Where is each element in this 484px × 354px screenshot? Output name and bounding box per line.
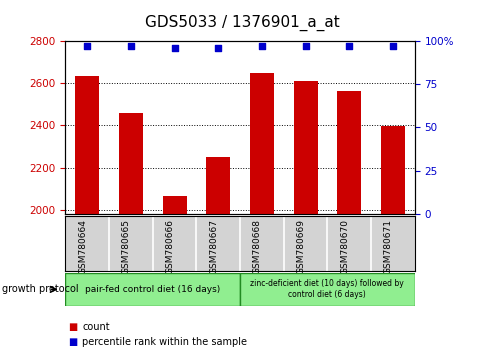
Point: [170, 45, 178, 51]
Bar: [75, 76, 99, 354]
Point: [257, 43, 265, 49]
Text: growth protocol: growth protocol: [2, 284, 79, 295]
Text: zinc-deficient diet (10 days) followed by
control diet (6 days): zinc-deficient diet (10 days) followed b…: [250, 279, 404, 299]
Text: GSM780666: GSM780666: [165, 219, 174, 274]
Text: GSM780671: GSM780671: [383, 219, 392, 274]
Point: [345, 43, 352, 49]
Point: [301, 43, 309, 49]
Text: GSM780664: GSM780664: [78, 219, 87, 274]
Text: GSM780669: GSM780669: [296, 219, 305, 274]
Text: percentile rank within the sample: percentile rank within the sample: [82, 337, 247, 347]
Text: GSM780670: GSM780670: [339, 219, 348, 274]
Text: GSM780665: GSM780665: [121, 219, 131, 274]
Bar: [336, 91, 361, 354]
Text: ■: ■: [68, 337, 77, 347]
Bar: [162, 196, 186, 354]
Point: [388, 43, 396, 49]
Point: [83, 43, 91, 49]
Text: count: count: [82, 322, 110, 332]
Text: GDS5033 / 1376901_a_at: GDS5033 / 1376901_a_at: [145, 15, 339, 31]
Bar: [119, 113, 143, 354]
Text: ■: ■: [68, 322, 77, 332]
Text: GSM780667: GSM780667: [209, 219, 218, 274]
Text: GSM780668: GSM780668: [252, 219, 261, 274]
FancyBboxPatch shape: [240, 273, 414, 306]
Point: [127, 43, 135, 49]
Bar: [293, 81, 317, 354]
Text: pair-fed control diet (16 days): pair-fed control diet (16 days): [85, 285, 220, 294]
Point: [214, 45, 222, 51]
FancyBboxPatch shape: [65, 273, 240, 306]
Bar: [380, 126, 404, 354]
Bar: [249, 74, 273, 354]
Bar: [206, 157, 230, 354]
